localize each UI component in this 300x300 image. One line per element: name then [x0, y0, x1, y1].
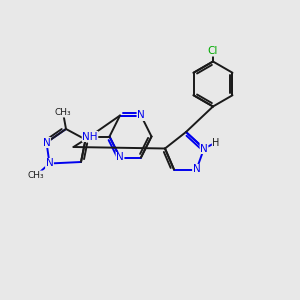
Text: CH₃: CH₃	[28, 171, 44, 180]
Text: H: H	[212, 137, 220, 148]
Text: N: N	[116, 152, 124, 163]
Text: N: N	[200, 143, 208, 154]
Text: N: N	[193, 164, 200, 175]
Text: N: N	[137, 110, 145, 121]
Text: CH₃: CH₃	[55, 108, 71, 117]
Text: NH: NH	[82, 131, 98, 142]
Text: N: N	[43, 137, 50, 148]
Text: Cl: Cl	[208, 46, 218, 56]
Text: N: N	[46, 158, 53, 169]
